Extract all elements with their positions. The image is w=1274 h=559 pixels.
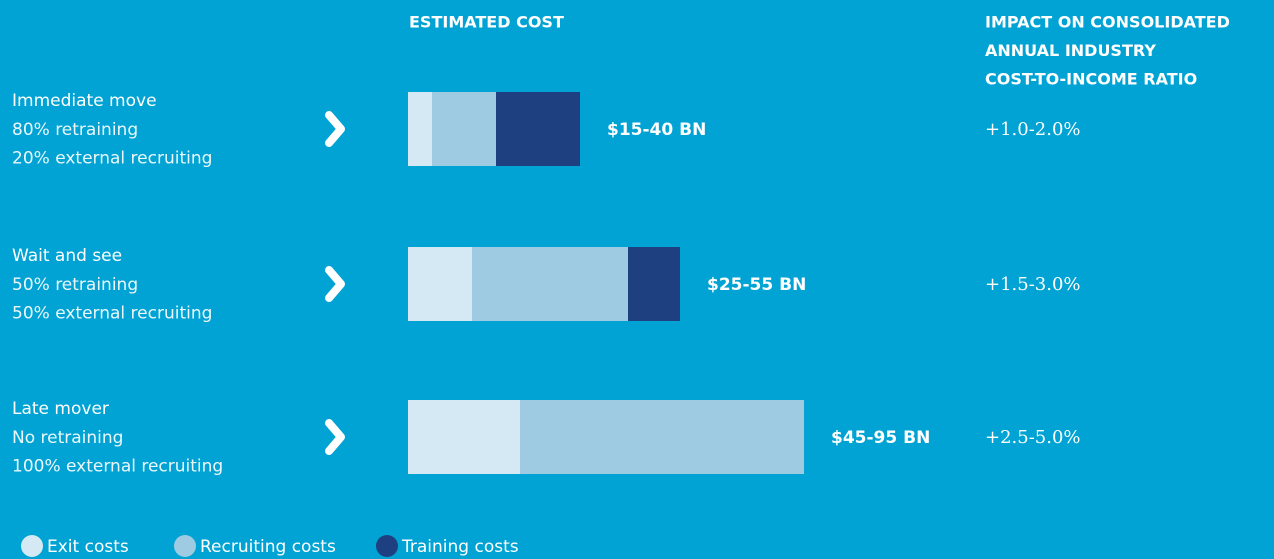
row-detail: No retraining	[12, 428, 123, 448]
row-detail: 50% retraining	[12, 275, 138, 295]
impact-label: +1.0-2.0%	[985, 119, 1081, 140]
impact-header: COST-TO-INCOME RATIO	[985, 70, 1197, 89]
legend-label: Recruiting costs	[200, 537, 336, 557]
cost-header: ESTIMATED COST	[409, 13, 564, 32]
chevron	[325, 111, 345, 147]
bar-segment	[520, 400, 804, 474]
bar-segment	[496, 92, 580, 166]
legend-swatch	[376, 535, 398, 557]
impact-label: +2.5-5.0%	[985, 427, 1081, 448]
legend-label: Exit costs	[47, 537, 129, 557]
impact-label: +1.5-3.0%	[985, 274, 1081, 295]
cost-label: $25-55 BN	[707, 275, 806, 295]
legend-label: Training costs	[401, 537, 519, 557]
row-detail: 100% external recruiting	[12, 457, 223, 477]
bar-segment	[628, 247, 680, 321]
cost-label: $15-40 BN	[607, 120, 706, 140]
legend-swatch	[174, 535, 196, 557]
bar-segment	[408, 400, 520, 474]
bar-segment	[432, 92, 496, 166]
row-title: Late mover	[12, 399, 109, 419]
bar-segment	[408, 92, 432, 166]
impact-header: ANNUAL INDUSTRY	[985, 41, 1156, 60]
bar-segment	[472, 247, 628, 321]
row-title: Immediate move	[12, 91, 157, 111]
chevron	[325, 266, 345, 302]
row-detail: 20% external recruiting	[12, 149, 212, 169]
row-title: Wait and see	[12, 246, 122, 266]
legend-swatch	[21, 535, 43, 557]
row-detail: 50% external recruiting	[12, 304, 212, 324]
row-detail: 80% retraining	[12, 120, 138, 140]
cost-label: $45-95 BN	[831, 428, 930, 448]
chevron	[325, 419, 345, 455]
impact-header: IMPACT ON CONSOLIDATED	[985, 13, 1230, 32]
bar-segment	[408, 247, 472, 321]
